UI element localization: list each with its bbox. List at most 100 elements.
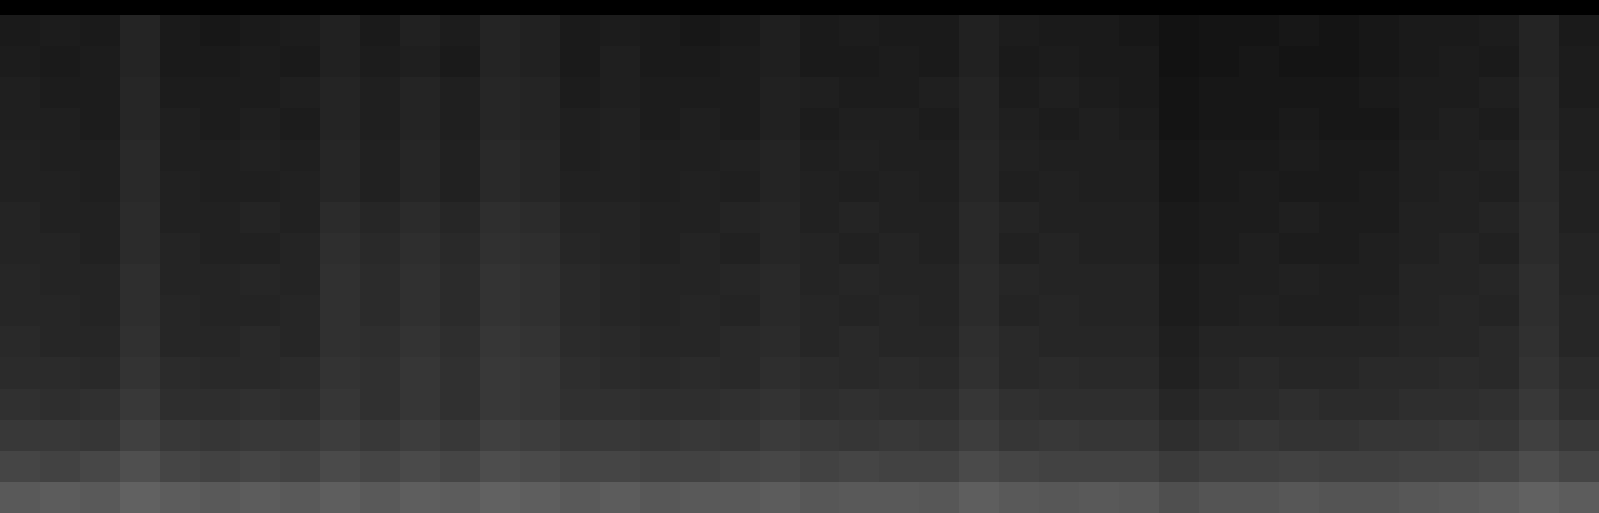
cell	[1119, 108, 1159, 140]
cell	[320, 46, 360, 77]
cell	[1559, 108, 1599, 140]
cell	[959, 420, 999, 451]
cell	[480, 420, 520, 451]
cell	[280, 108, 320, 140]
cell	[520, 15, 560, 46]
cell	[1039, 389, 1079, 420]
cell	[1559, 15, 1599, 46]
cell	[1279, 482, 1319, 513]
cell	[80, 326, 120, 357]
cell	[879, 357, 919, 389]
cell	[640, 171, 680, 202]
cell	[1439, 420, 1479, 451]
cell	[1239, 295, 1279, 326]
cell	[1039, 77, 1079, 108]
cell	[999, 482, 1039, 513]
cell	[1239, 420, 1279, 451]
cell	[800, 46, 839, 77]
cell	[480, 482, 520, 513]
cells	[0, 15, 1599, 513]
cell	[680, 46, 720, 77]
cell	[360, 357, 400, 389]
cell	[879, 482, 919, 513]
cell	[800, 233, 839, 264]
cell	[600, 77, 640, 108]
cell	[200, 389, 240, 420]
cell	[879, 295, 919, 326]
cell	[400, 171, 440, 202]
cell	[400, 77, 440, 108]
cell	[640, 295, 680, 326]
cell	[760, 15, 800, 46]
cell	[1119, 389, 1159, 420]
cell	[80, 451, 120, 482]
cell	[1279, 326, 1319, 357]
cell	[200, 233, 240, 264]
cell	[480, 389, 520, 420]
cell	[80, 108, 120, 140]
cell	[800, 140, 839, 171]
cell	[520, 108, 560, 140]
cell	[240, 15, 280, 46]
cell	[959, 171, 999, 202]
cell	[1519, 326, 1559, 357]
cell	[1079, 46, 1119, 77]
cell	[640, 46, 680, 77]
cell	[640, 326, 680, 357]
cell	[680, 420, 720, 451]
cell	[919, 15, 959, 46]
cell	[1279, 202, 1319, 233]
cell	[1039, 482, 1079, 513]
cell	[240, 233, 280, 264]
cell	[1079, 140, 1119, 171]
cell	[1559, 233, 1599, 264]
cell	[1239, 451, 1279, 482]
cell	[1039, 264, 1079, 295]
cell	[160, 233, 200, 264]
cell	[1199, 451, 1239, 482]
cell	[200, 451, 240, 482]
cell	[320, 77, 360, 108]
cell	[959, 140, 999, 171]
cell	[919, 326, 959, 357]
cell	[120, 171, 160, 202]
cell	[1119, 420, 1159, 451]
cell	[400, 108, 440, 140]
cell	[680, 140, 720, 171]
cell	[240, 295, 280, 326]
cell	[1239, 140, 1279, 171]
cell	[1199, 233, 1239, 264]
cell	[720, 357, 760, 389]
cell	[240, 357, 280, 389]
cell	[1439, 482, 1479, 513]
cell	[600, 389, 640, 420]
cell	[360, 46, 400, 77]
cell	[80, 233, 120, 264]
cell	[800, 264, 839, 295]
cell	[1319, 482, 1359, 513]
cell	[720, 46, 760, 77]
cell	[999, 451, 1039, 482]
cell	[1519, 264, 1559, 295]
cell	[1479, 77, 1519, 108]
cell	[1479, 233, 1519, 264]
cell	[400, 46, 440, 77]
cell	[999, 202, 1039, 233]
cell	[959, 295, 999, 326]
cell	[1399, 295, 1439, 326]
cell	[999, 77, 1039, 108]
cell	[360, 77, 400, 108]
cell	[1159, 264, 1199, 295]
cell	[839, 202, 879, 233]
cell	[879, 202, 919, 233]
cell	[1159, 326, 1199, 357]
cell	[1439, 140, 1479, 171]
cell	[839, 326, 879, 357]
cell	[959, 77, 999, 108]
cell	[440, 295, 480, 326]
cell	[1519, 15, 1559, 46]
cell	[400, 326, 440, 357]
cell	[120, 451, 160, 482]
cell	[1319, 326, 1359, 357]
cell	[1039, 357, 1079, 389]
